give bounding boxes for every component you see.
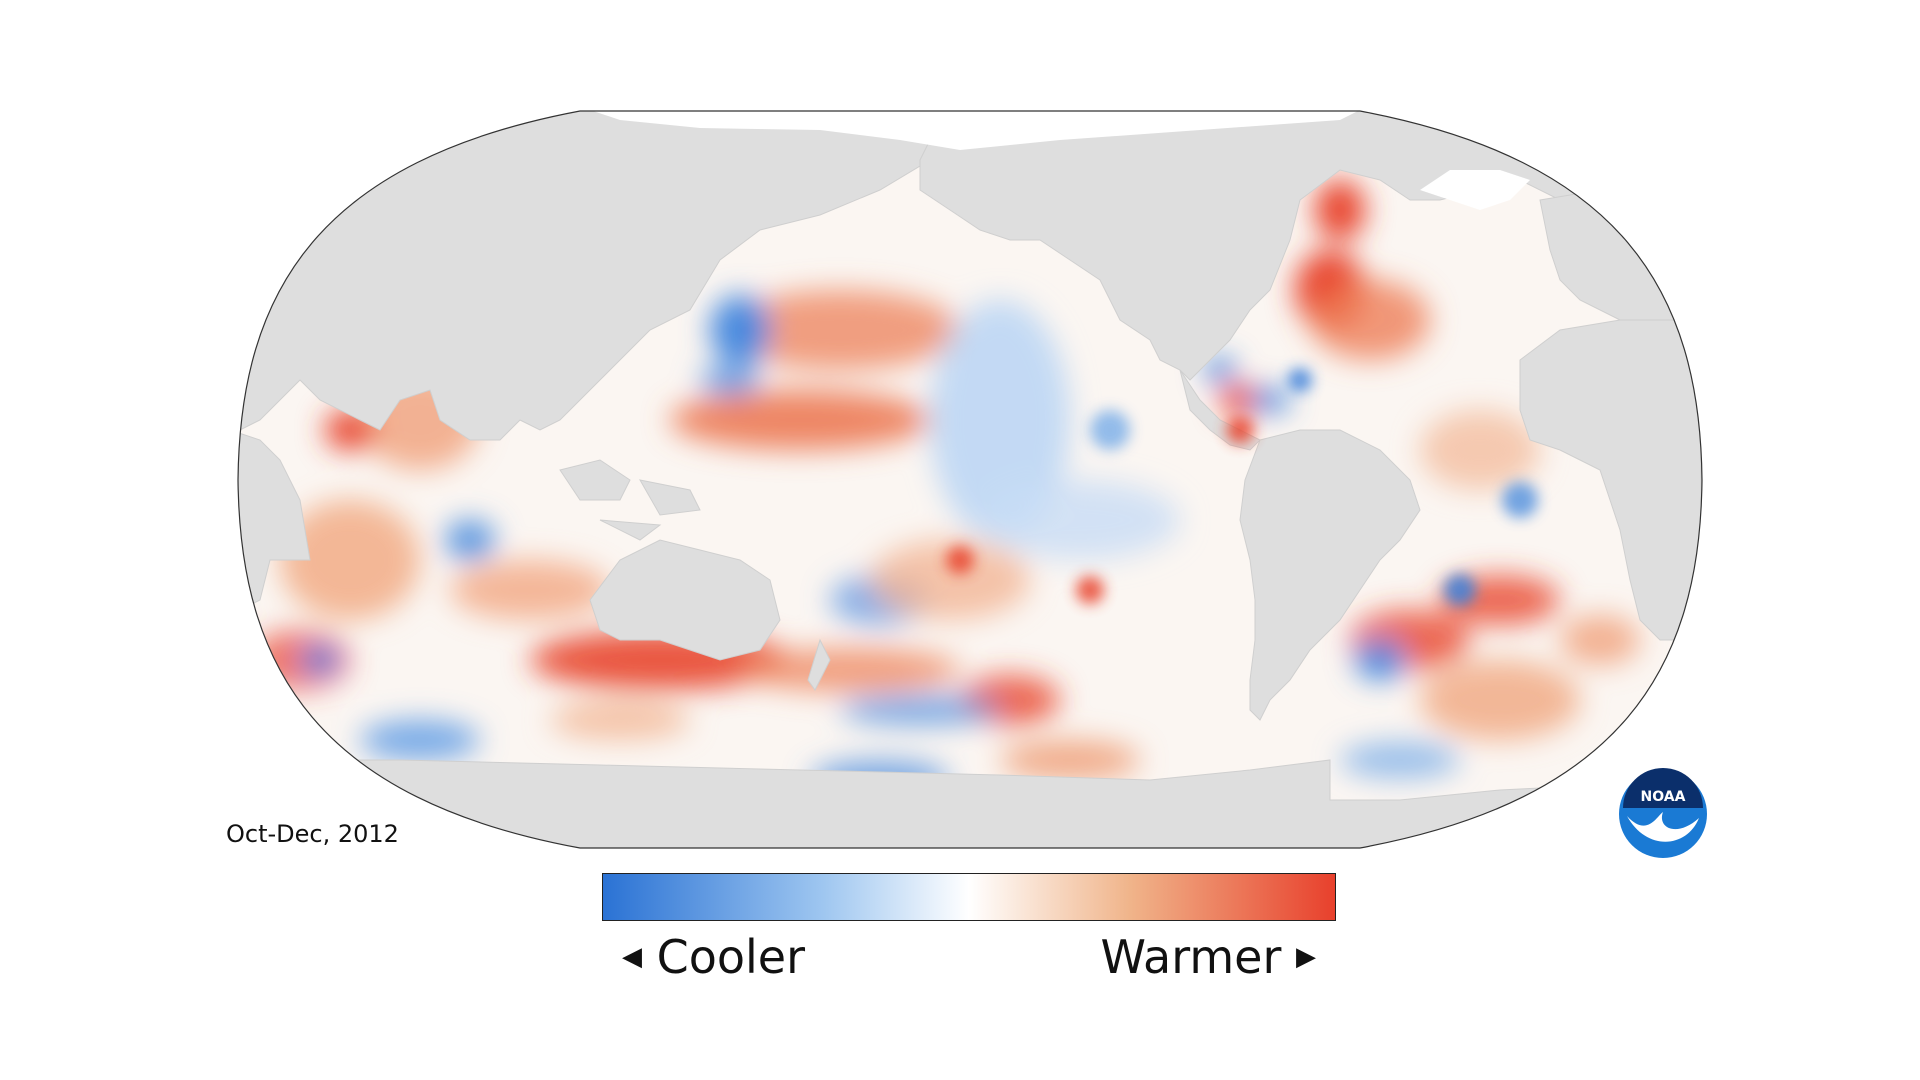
legend-colorbar [602, 873, 1336, 921]
noaa-logo-text: NOAA [1641, 789, 1686, 805]
legend-warmer: Warmer ▶ [1101, 930, 1316, 984]
globe [238, 104, 1702, 848]
legend-high-label: Warmer [1100, 930, 1282, 984]
noaa-logo: NOAA [1619, 768, 1707, 858]
legend-low-label: Cooler [656, 930, 806, 984]
globe-outline [237, 110, 1703, 849]
arctic-anomaly-strip [750, 104, 1030, 111]
legend-cooler: ◀ Cooler [622, 930, 805, 984]
land [238, 111, 1702, 848]
legend-labels: ◀ Cooler Warmer ▶ [602, 930, 1336, 990]
arctic-ice [560, 111, 1380, 150]
right-arrow-icon: ▶ [1296, 941, 1316, 972]
period-label: Oct-Dec, 2012 [226, 820, 399, 848]
left-arrow-icon: ◀ [622, 941, 642, 972]
